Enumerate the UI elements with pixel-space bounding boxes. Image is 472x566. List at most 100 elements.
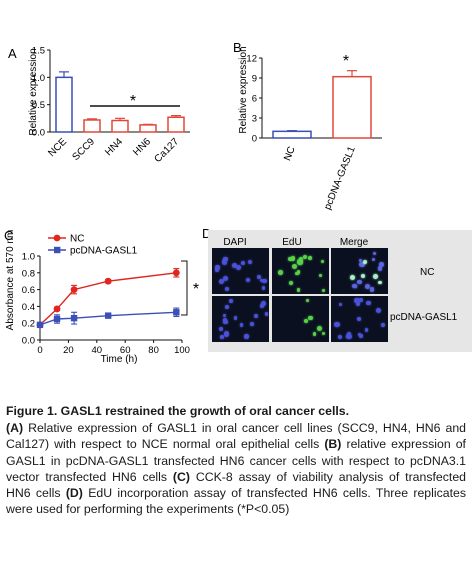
panel-a-ytick-label: 0.0	[32, 128, 45, 139]
cell-nucleus	[231, 262, 237, 268]
cell-nucleus	[369, 287, 375, 292]
panel-b-significance: *	[343, 53, 349, 70]
cell-nucleus	[298, 259, 304, 265]
panel-a-category-label: Ca127	[153, 136, 182, 165]
panel-b-ytick-label: 0	[252, 134, 257, 145]
cell-nucleus	[222, 314, 227, 318]
panel-c-point	[70, 286, 78, 293]
panel-c: C Absorbance at 570 nm Time (h) 0.00.20.…	[4, 228, 199, 365]
cell-nucleus	[358, 258, 363, 263]
cell-nucleus	[347, 332, 351, 337]
cell-nucleus	[365, 284, 371, 290]
panel-a-bar	[111, 119, 129, 133]
cell-nucleus	[358, 333, 363, 338]
cell-nucleus	[350, 274, 356, 280]
panel-b-category-label: pcDNA-GASL1	[322, 145, 358, 212]
cell-nucleus	[225, 287, 229, 292]
cell-nucleus	[362, 260, 367, 265]
cell-nucleus	[354, 298, 360, 304]
panel-b-ylabel: Relative expression	[238, 46, 249, 133]
panel-a: A Relative expression 0.0 0.5 1.0 1.5 NCE SC…	[8, 46, 190, 165]
cell-nucleus	[259, 279, 263, 283]
cell-nucleus	[371, 257, 376, 262]
panel-c-xtick-label: 40	[92, 345, 103, 356]
panel-a-ytick-label: 1.0	[32, 73, 45, 84]
cell-nucleus	[220, 335, 224, 339]
panel-c-series	[36, 268, 180, 329]
cell-nucleus	[291, 264, 297, 269]
panel-c-legend-label: NC	[70, 234, 84, 245]
panel-c-ytick-label: 1.0	[22, 252, 35, 263]
panel-c-xtick-label: 0	[37, 345, 42, 356]
cell-nucleus	[288, 281, 293, 286]
cell-nucleus	[357, 332, 362, 336]
panel-c-ytick-label: 0.0	[22, 336, 35, 347]
panel-d-row-pcdna: pcDNA-GASL1	[390, 312, 458, 323]
panel-a-ylabel: Relative expression	[28, 48, 39, 135]
cell-nucleus	[357, 316, 362, 321]
panel-c-point	[53, 315, 61, 323]
cell-nucleus	[240, 261, 245, 266]
cell-nucleus	[246, 277, 251, 282]
cell-nucleus	[235, 265, 242, 271]
panel-b: B Relative expression 0 3 6 9 12 NC pcDNA-GAS…	[233, 40, 382, 211]
panel-c-point	[172, 269, 180, 277]
panel-c-point	[70, 314, 78, 322]
panel-b-category-label: NC	[282, 145, 298, 163]
cell-nucleus	[308, 256, 312, 260]
cell-nucleus	[260, 303, 265, 308]
panel-a-bar	[139, 124, 157, 133]
panel-c-xtick-label: 100	[174, 345, 190, 356]
panel-b-ytick-label: 3	[252, 114, 257, 125]
cell-nucleus	[321, 259, 325, 263]
tile-pcdna-edu	[272, 296, 329, 342]
cell-nucleus	[222, 276, 229, 282]
panel-c-ytick-label: 0.6	[22, 285, 35, 296]
panel-c-xlabel: Time (h)	[101, 354, 138, 365]
cell-nucleus	[339, 302, 343, 306]
panel-c-xtick-label: 20	[63, 345, 74, 356]
cell-nucleus	[224, 305, 229, 310]
cell-nucleus	[288, 256, 293, 262]
panel-b-ytick-label: 12	[246, 54, 257, 65]
cell-nucleus	[223, 256, 228, 262]
panel-d-col-merge: Merge	[340, 237, 369, 248]
cell-nucleus	[378, 280, 382, 285]
cell-nucleus	[334, 321, 340, 328]
cell-nucleus	[338, 335, 343, 340]
panel-c-point	[104, 312, 112, 319]
panel-d-col-dapi: DAPI	[223, 237, 246, 248]
caption-title: Figure 1. GASL1 restrained the growth of…	[6, 404, 350, 418]
cell-nucleus	[321, 288, 326, 292]
panel-c-axes: 0.0 0.2 0.4 0.6 0.8 1.0 0 20 40 60 80 100	[22, 252, 190, 357]
panel-b-ytick-label: 9	[252, 74, 257, 85]
cell-nucleus	[346, 334, 350, 339]
panel-b-letter: B	[233, 40, 242, 55]
cell-nucleus	[256, 274, 261, 279]
panel-a-category-label: NCE	[46, 136, 69, 159]
cell-nucleus	[381, 322, 386, 327]
figure-caption: Figure 1. GASL1 restrained the growth of…	[6, 403, 466, 517]
cell-nucleus	[223, 331, 229, 337]
cell-nucleus	[376, 308, 381, 314]
cell-nucleus	[223, 320, 228, 325]
cell-nucleus	[373, 274, 379, 280]
cell-nucleus	[247, 260, 252, 265]
caption-b-label: (B)	[324, 437, 342, 452]
cell-nucleus	[290, 256, 296, 261]
panel-a-bar	[55, 76, 73, 133]
cell-nucleus	[223, 317, 228, 322]
cell-nucleus	[296, 288, 300, 292]
cell-nucleus	[277, 269, 283, 275]
panel-c-ytick-label: 0.2	[22, 319, 35, 330]
caption-d-text: EdU incorporation assay of transfected H…	[6, 486, 466, 517]
cell-nucleus	[318, 273, 322, 277]
caption-c-label: (C)	[172, 469, 190, 484]
cell-nucleus	[360, 273, 365, 278]
panel-a-ytick-label: 0.5	[32, 100, 45, 111]
panel-d-row-nc: NC	[420, 267, 434, 278]
cell-nucleus	[302, 254, 307, 259]
panel-c-ylabel: Absorbance at 570 nm	[5, 230, 16, 331]
panel-c-xtick-label: 80	[148, 345, 159, 356]
panel-a-ytick-label: 1.5	[32, 46, 45, 57]
